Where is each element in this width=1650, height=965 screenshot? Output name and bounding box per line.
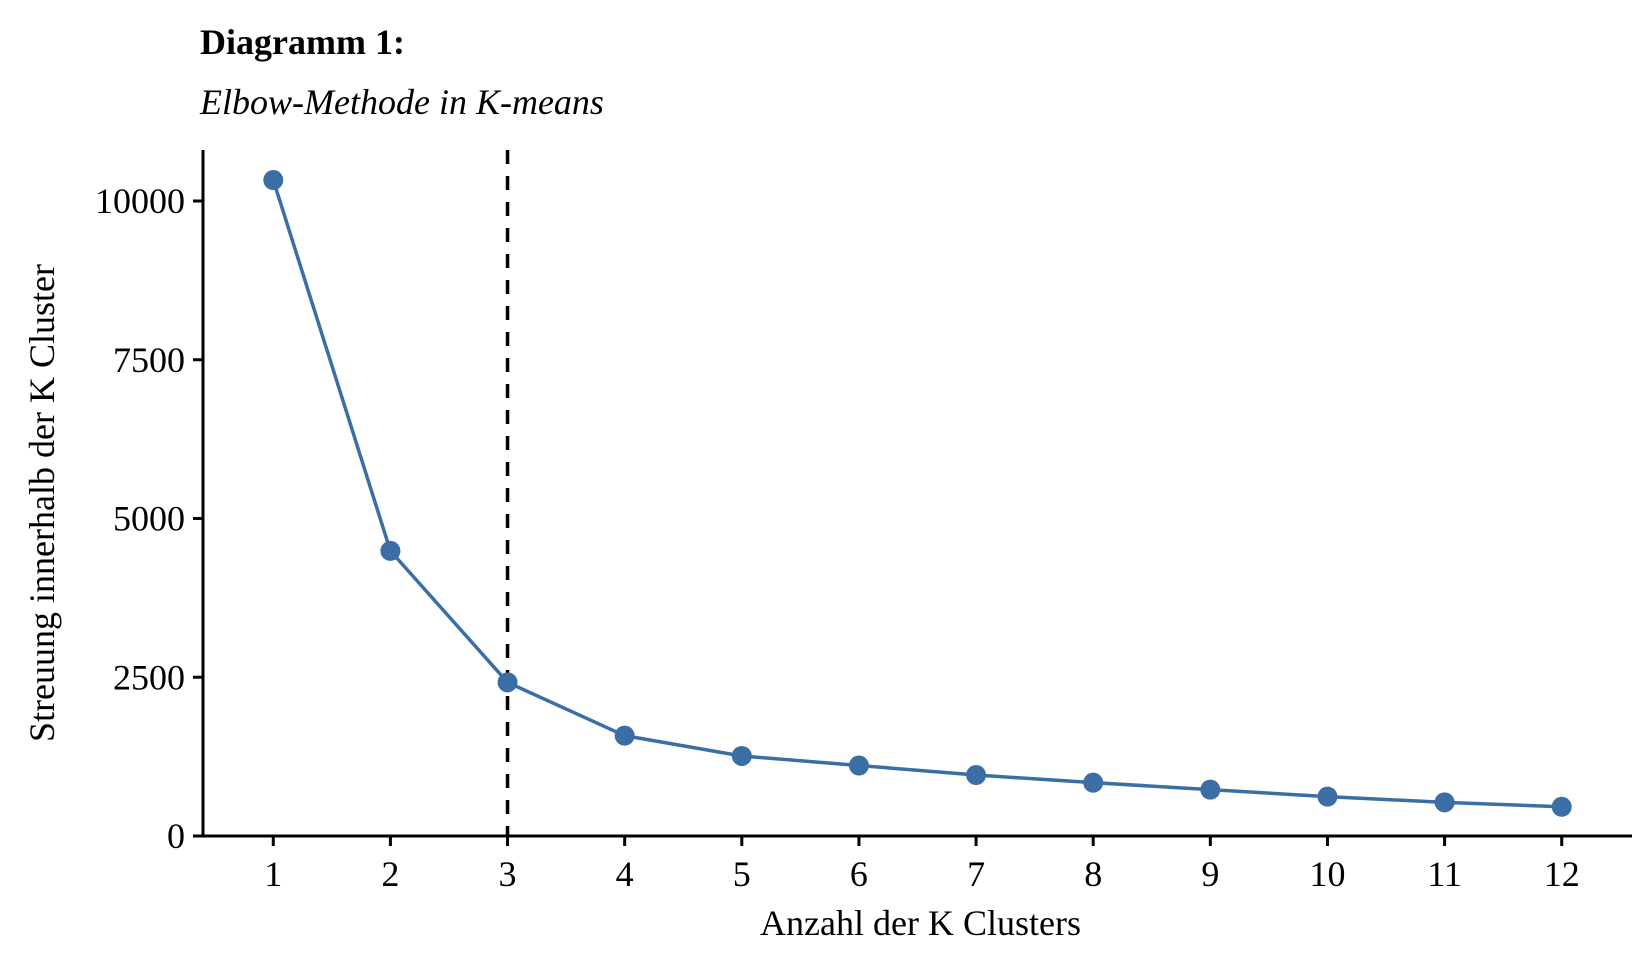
data-point [1434, 792, 1455, 813]
y-tick-label: 2500 [113, 657, 185, 697]
x-tick-label: 12 [1544, 854, 1580, 894]
data-point [731, 745, 752, 766]
data-point [1551, 796, 1572, 817]
y-tick-label: 10000 [95, 181, 185, 221]
x-tick-label: 10 [1309, 854, 1345, 894]
chart-title: Diagramm 1: [200, 22, 405, 62]
x-tick-label: 4 [616, 854, 634, 894]
series-group [263, 170, 1572, 817]
data-point [848, 755, 869, 776]
y-tick-label: 5000 [113, 499, 185, 539]
data-point [263, 170, 284, 191]
x-axis-title: Anzahl der K Clusters [760, 903, 1081, 943]
data-point [1083, 772, 1104, 793]
data-point [1317, 786, 1338, 807]
y-tick-label: 7500 [113, 340, 185, 380]
chart-subtitle: Elbow-Methode in K-means [200, 82, 604, 122]
y-tick-label: 0 [167, 816, 185, 856]
data-point [497, 672, 518, 693]
series-line [271, 179, 1562, 809]
x-tick-label: 2 [381, 854, 399, 894]
y-axis-title: Streuung innerhalb der K Cluster [22, 264, 62, 742]
x-tick-label: 8 [1084, 854, 1102, 894]
x-tick-label: 5 [733, 854, 751, 894]
data-point [614, 725, 635, 746]
data-point [380, 540, 401, 561]
x-tick-label: 6 [850, 854, 868, 894]
x-tick-label: 7 [967, 854, 985, 894]
x-tick-label: 11 [1427, 854, 1462, 894]
x-tick-label: 1 [264, 854, 282, 894]
data-point [1200, 779, 1221, 800]
data-point [966, 765, 987, 786]
x-tick-label: 3 [499, 854, 517, 894]
x-tick-label: 9 [1201, 854, 1219, 894]
